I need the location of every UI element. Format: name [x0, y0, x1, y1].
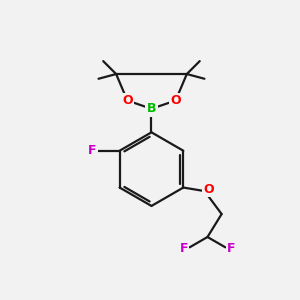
Text: B: B: [147, 102, 156, 115]
Text: O: O: [204, 183, 214, 196]
Text: O: O: [170, 94, 181, 107]
Text: F: F: [227, 242, 236, 255]
Text: O: O: [122, 94, 133, 107]
Text: F: F: [179, 242, 188, 255]
Text: F: F: [88, 144, 97, 157]
